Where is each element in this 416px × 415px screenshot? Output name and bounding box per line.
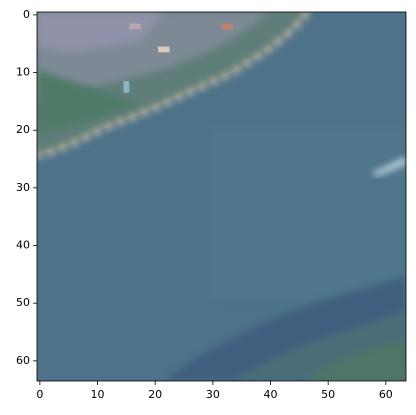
x-tick-label: 10	[91, 388, 105, 401]
y-tick-label: 20	[16, 123, 30, 136]
y-tick-label: 10	[16, 66, 30, 79]
y-tick-label: 50	[16, 296, 30, 309]
axes-frame	[36, 11, 407, 382]
y-tick-label: 40	[16, 239, 30, 252]
image	[37, 12, 406, 381]
x-tick-label: 60	[379, 388, 393, 401]
x-tick-label: 20	[148, 388, 162, 401]
y-tick-label: 30	[16, 181, 30, 194]
x-tick-label: 40	[264, 388, 278, 401]
x-tick-label: 50	[321, 388, 335, 401]
y-tick-label: 60	[16, 354, 30, 367]
y-tick-label: 0	[23, 8, 30, 21]
x-tick-label: 30	[206, 388, 220, 401]
x-tick-label: 0	[36, 388, 43, 401]
